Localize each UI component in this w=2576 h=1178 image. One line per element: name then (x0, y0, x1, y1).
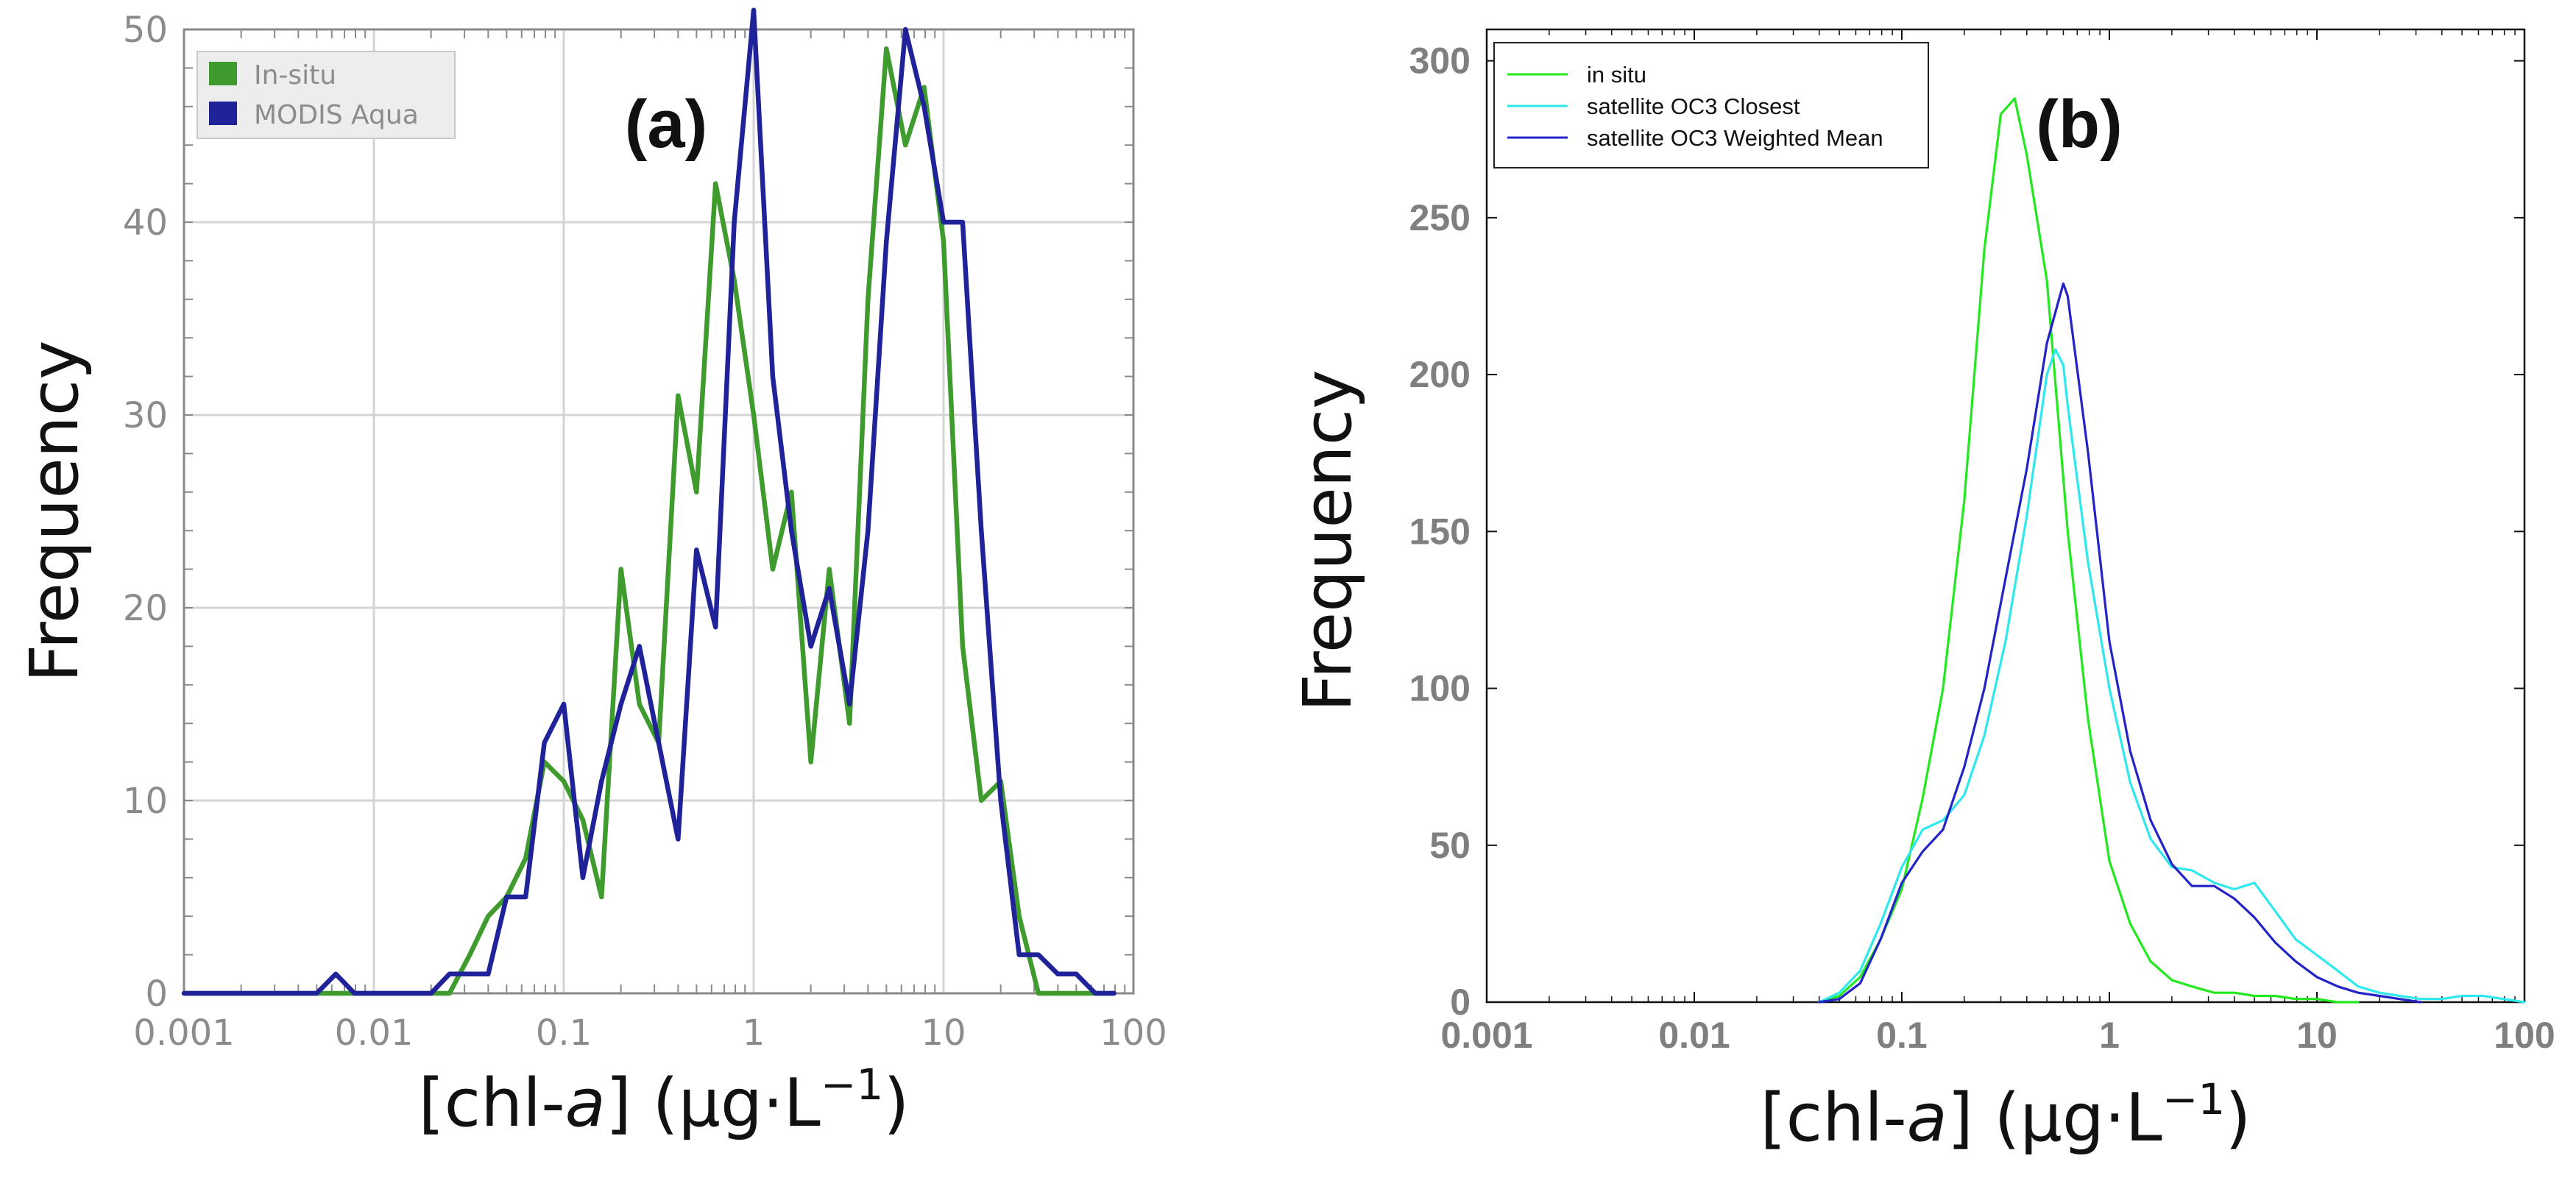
series-line-modis-aqua (181, 7, 1117, 996)
x-tick-label: 1 (2099, 1015, 2120, 1056)
panel-b-plot-frame (1485, 28, 2526, 1004)
x-tick-label: 0.01 (335, 1012, 414, 1054)
x-tick-label: 100 (2494, 1015, 2555, 1056)
x-tick-label: 1 (743, 1012, 765, 1054)
x-label-sup-b: −1 (2162, 1074, 2226, 1124)
y-tick-label: 30 (123, 395, 168, 436)
y-tick-label: 10 (123, 781, 168, 822)
y-tick-label: 250 (1409, 197, 1471, 238)
y-tick-label: 0 (1450, 982, 1471, 1023)
panel-a-legend-box (197, 51, 456, 139)
panel-b-label: (b) (2036, 87, 2122, 162)
panel-a-x-tick-labels: 0.001 0.01 0.1 1 10 100 (133, 1012, 1167, 1054)
panel-a-label: (a) (625, 87, 707, 162)
y-tick-label: 40 (123, 202, 168, 244)
legend-label-oc3-closest: satellite OC3 Closest (1587, 93, 1800, 119)
panel-a-grid (183, 28, 1135, 995)
x-label-italic-b: a (1907, 1079, 1947, 1157)
series-line-in-situ (1818, 97, 2360, 1004)
legend-label-in-situ-b: in situ (1587, 62, 1646, 88)
x-tick-label: 100 (1100, 1012, 1167, 1054)
x-label-post-b: ] (µg·L (1947, 1079, 2162, 1157)
x-label-close-b: ) (2225, 1079, 2251, 1157)
x-tick-label: 10 (921, 1012, 966, 1054)
x-tick-label: 10 (2296, 1015, 2338, 1056)
panel-b-tick-marks (1486, 29, 2525, 1003)
legend-swatch-in-situ (209, 62, 237, 85)
panel-a-series (181, 7, 1117, 996)
panel-a: 0.001 0.01 0.1 1 10 100 0 10 20 30 40 50 In-situ M… (16, 7, 1167, 1142)
panel-b-x-axis-label: [chl-a] (µg·L−1) (1761, 1074, 2251, 1157)
legend-label-modis-aqua: MODIS Aqua (254, 100, 419, 130)
panel-b: 0.001 0.01 0.1 1 10 100 0 50 100 150 200 250 300 in… (1289, 28, 2555, 1157)
x-label-pre: [chl- (419, 1065, 565, 1142)
x-label-close: ) (883, 1065, 909, 1142)
panel-a-y-tick-labels: 0 10 20 30 40 50 (123, 10, 168, 1015)
x-label-italic: a (565, 1065, 606, 1142)
panel-a-x-axis-label: [chl-a] (µg·L−1) (419, 1060, 910, 1142)
panel-b-x-tick-labels: 0.001 0.01 0.1 1 10 100 (1440, 1015, 2555, 1056)
legend-label-oc3-weighted-mean: satellite OC3 Weighted Mean (1587, 125, 1883, 151)
series-line-satellite-oc3-weighted-mean (1818, 282, 2422, 1004)
panel-a-legend: In-situ MODIS Aqua (197, 51, 456, 139)
y-tick-label: 100 (1409, 668, 1471, 709)
y-tick-label: 0 (145, 973, 168, 1015)
x-label-post: ] (µg·L (606, 1065, 821, 1142)
y-tick-label: 200 (1409, 354, 1471, 395)
panel-a-plot-frame (183, 28, 1135, 995)
panel-a-minor-ticks (184, 29, 1133, 994)
panel-b-y-tick-labels: 0 50 100 150 200 250 300 (1409, 40, 1471, 1023)
panel-b-y-axis-label: Frequency (1289, 370, 1367, 712)
y-tick-label: 300 (1409, 40, 1471, 82)
x-tick-label: 0.1 (536, 1012, 592, 1054)
x-tick-label: 0.001 (133, 1012, 234, 1054)
x-label-sup: −1 (821, 1060, 884, 1110)
y-tick-label: 50 (1429, 825, 1471, 866)
series-line-satellite-oc3-closest (1818, 348, 2526, 1004)
x-tick-label: 0.001 (1440, 1015, 1532, 1056)
y-tick-label: 20 (123, 588, 168, 629)
y-tick-label: 50 (123, 10, 168, 51)
x-tick-label: 0.01 (1658, 1015, 1730, 1056)
panel-b-legend: in situ satellite OC3 Closest satellite … (1493, 42, 1929, 168)
x-label-pre-b: [chl- (1761, 1079, 1907, 1157)
x-tick-label: 0.1 (1876, 1015, 1928, 1056)
legend-label-in-situ: In-situ (254, 60, 336, 91)
y-tick-label: 150 (1409, 511, 1471, 552)
panel-a-y-axis-label: Frequency (16, 341, 93, 683)
panel-b-series (1818, 97, 2526, 1004)
series-line-in-situ (181, 46, 1117, 996)
legend-swatch-modis-aqua (209, 102, 237, 125)
